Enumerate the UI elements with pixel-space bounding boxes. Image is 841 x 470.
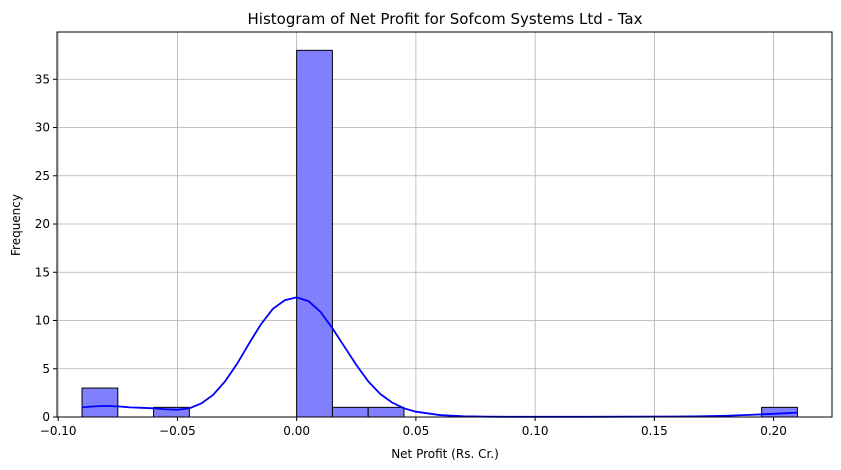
y-tick-label: 0 bbox=[42, 410, 50, 424]
x-tick-label: −0.10 bbox=[40, 424, 77, 438]
y-tick-label: 25 bbox=[35, 169, 50, 183]
y-axis-ticks: 0 5 10 15 20 25 30 35 bbox=[35, 72, 57, 424]
y-tick-label: 20 bbox=[35, 217, 50, 231]
x-tick-label: −0.05 bbox=[159, 424, 196, 438]
x-tick-label: 0.10 bbox=[522, 424, 549, 438]
histogram-bar bbox=[331, 406, 369, 418]
kde-curve bbox=[81, 296, 798, 418]
histogram-bars bbox=[81, 49, 798, 418]
x-tick-label: 0.20 bbox=[760, 424, 787, 438]
y-tick-label: 5 bbox=[42, 362, 50, 376]
histogram-bar bbox=[367, 406, 405, 418]
y-axis-label: Frequency bbox=[9, 194, 23, 256]
grid-lines bbox=[57, 32, 832, 418]
chart-title: Histogram of Net Profit for Sofcom Syste… bbox=[248, 10, 643, 28]
y-tick-label: 15 bbox=[35, 265, 50, 279]
y-tick-label: 10 bbox=[35, 314, 50, 328]
histogram-bar bbox=[296, 49, 333, 418]
x-axis-ticks: −0.10 −0.05 0.00 0.05 0.10 0.15 0.20 bbox=[40, 417, 787, 438]
y-tick-label: 35 bbox=[35, 72, 50, 86]
x-axis-label: Net Profit (Rs. Cr.) bbox=[391, 447, 499, 461]
x-tick-label: 0.15 bbox=[641, 424, 668, 438]
x-tick-label: 0.00 bbox=[283, 424, 310, 438]
histogram-bar bbox=[81, 387, 119, 418]
y-tick-label: 30 bbox=[35, 121, 50, 135]
plot-area-frame bbox=[56, 31, 833, 418]
x-tick-label: 0.05 bbox=[403, 424, 430, 438]
